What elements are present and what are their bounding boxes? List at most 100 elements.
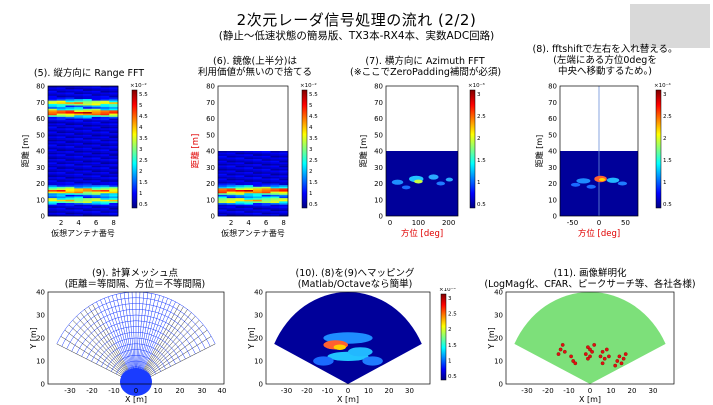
p5-cell	[91, 90, 101, 93]
p6-cell	[226, 175, 236, 178]
p6-cell	[279, 175, 289, 178]
p5-cell	[109, 100, 119, 103]
p5-cell	[83, 146, 93, 149]
p5-cell	[48, 203, 58, 205]
p5-cell	[48, 90, 58, 93]
p5-xtick: 4	[76, 219, 81, 227]
p5-cell	[65, 108, 75, 111]
p5-cell	[74, 147, 84, 150]
p5-cell	[109, 165, 119, 168]
p5-cell	[83, 191, 93, 194]
p6-cell	[226, 198, 236, 201]
p6-cell	[235, 207, 245, 210]
p5-cell	[109, 201, 119, 204]
p6-cell	[218, 181, 228, 184]
p6-cell	[218, 175, 228, 178]
p5-cell	[100, 126, 110, 129]
p5-cell	[56, 108, 66, 111]
p5-cell	[65, 175, 75, 178]
p5-cell	[56, 118, 66, 121]
p5-cell	[83, 108, 93, 111]
p5-cell	[48, 178, 58, 181]
p6-cell	[244, 155, 254, 158]
p6-cell	[244, 206, 254, 209]
p5-colorbar-tick: 2	[139, 169, 143, 175]
p5-cell	[48, 92, 58, 95]
p5-cell	[109, 186, 119, 189]
p5-cell	[100, 139, 110, 142]
p6-cell	[279, 201, 289, 204]
p5-cell	[100, 133, 110, 136]
p5-cell	[83, 141, 93, 144]
p5-cell	[91, 198, 101, 201]
p5-cell	[109, 168, 119, 171]
p5-xtick: 8	[111, 219, 115, 227]
p5-cell	[74, 154, 84, 157]
p5-cell	[56, 129, 66, 132]
p5-cell	[91, 118, 101, 121]
p6-cell	[253, 151, 263, 153]
p5-cell	[83, 185, 93, 188]
p5-cell	[74, 198, 84, 201]
p6-ytick: 30	[206, 164, 215, 172]
p5-cell	[109, 212, 119, 215]
p5-cell	[109, 141, 119, 144]
p6-cell	[253, 193, 263, 196]
p6-cell	[226, 159, 236, 162]
p5-cell	[109, 128, 119, 131]
p11-detected-point	[619, 361, 624, 366]
p5-cell	[74, 173, 84, 176]
p6-cell	[244, 212, 254, 215]
p5-cell	[74, 204, 84, 207]
p6-cell	[279, 162, 289, 165]
p6-cell	[218, 180, 228, 183]
p5-cell	[83, 128, 93, 131]
p10-target-spot	[362, 356, 383, 366]
p6-cell	[279, 214, 289, 217]
p6-cell	[270, 191, 280, 194]
p5-cell	[83, 131, 93, 134]
p8-target-spot	[570, 182, 581, 187]
p6-cell	[270, 186, 280, 189]
p5-cell	[48, 108, 58, 111]
p6-cell	[270, 157, 280, 160]
p6-ytick: 80	[206, 83, 215, 91]
p5-cell	[48, 173, 58, 176]
p6-cell	[279, 170, 289, 173]
p6-cell	[226, 173, 236, 176]
p5-cell	[74, 113, 84, 116]
p5-cell	[48, 120, 58, 123]
p6-cell	[244, 152, 254, 155]
p6-cell	[244, 186, 254, 189]
p5-cell	[109, 152, 119, 155]
p6-colorbar-tick: 3	[309, 147, 313, 153]
p5-cell	[83, 89, 93, 92]
p6-cell	[279, 172, 289, 175]
p8-xtick: 0	[597, 219, 601, 227]
p5-colorbar	[131, 89, 138, 209]
p5-cell	[91, 188, 101, 191]
p8-ytick: 10	[548, 196, 557, 204]
p6-cell	[235, 193, 245, 196]
p5-cell	[74, 107, 84, 110]
p5-cell	[109, 144, 119, 147]
p6-cell	[261, 201, 271, 204]
p6-cell	[261, 214, 271, 217]
p5-cell	[83, 118, 93, 121]
p5-cell	[48, 107, 58, 110]
p6-cell	[218, 190, 228, 192]
p5-cell	[83, 199, 93, 202]
panel8-caption: (8). fftshiftで左右を入れ替える。 (左端にある方位0degを 中央へ移…	[532, 44, 678, 77]
p5-cell	[109, 203, 119, 205]
p5-cell	[65, 120, 75, 123]
p5-cell	[48, 110, 58, 113]
p5-cell	[48, 175, 58, 178]
p10-xtick: 10	[364, 387, 373, 395]
p7-ytick: 50	[374, 131, 383, 139]
p5-cell	[48, 164, 58, 166]
p5-cell	[100, 180, 110, 183]
p5-cell	[48, 129, 58, 132]
p5-cell	[100, 178, 110, 181]
p5-cell	[100, 204, 110, 207]
p5-cell	[109, 110, 119, 113]
